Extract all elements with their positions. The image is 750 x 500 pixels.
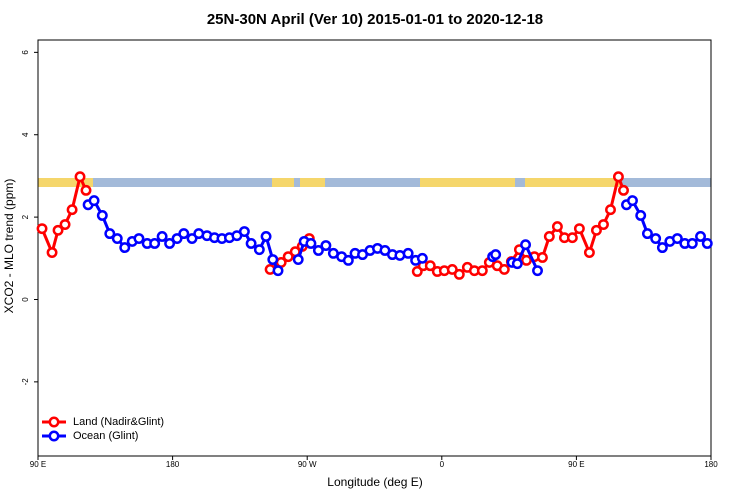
point bbox=[88, 195, 100, 207]
point bbox=[402, 247, 414, 259]
point bbox=[490, 249, 502, 261]
point bbox=[641, 228, 653, 240]
point bbox=[164, 238, 176, 249]
y-axis-label: XCO2 - MLO trend (ppm) bbox=[2, 179, 16, 314]
point bbox=[282, 251, 294, 263]
point bbox=[618, 184, 629, 196]
point bbox=[320, 240, 332, 251]
point bbox=[612, 171, 624, 183]
land-strip bbox=[272, 178, 294, 187]
point bbox=[701, 238, 713, 249]
point bbox=[272, 265, 284, 277]
x-axis-label: Longitude (deg E) bbox=[327, 475, 422, 489]
x-tick-label: 90 E bbox=[568, 460, 584, 469]
legend-marker bbox=[48, 430, 60, 442]
point bbox=[342, 254, 354, 266]
point bbox=[476, 265, 488, 277]
point bbox=[424, 260, 436, 272]
point bbox=[605, 204, 616, 216]
point bbox=[650, 233, 662, 244]
point bbox=[178, 228, 190, 240]
point bbox=[96, 210, 108, 221]
x-tick-label: 180 bbox=[166, 460, 180, 469]
point bbox=[80, 184, 92, 196]
point bbox=[498, 263, 510, 275]
point bbox=[260, 231, 272, 242]
point bbox=[532, 265, 543, 277]
point bbox=[46, 247, 58, 258]
point bbox=[551, 221, 563, 233]
point bbox=[36, 223, 48, 235]
point bbox=[149, 238, 161, 249]
point bbox=[671, 233, 683, 244]
y-tick-label: 2 bbox=[21, 214, 30, 219]
point bbox=[253, 244, 265, 256]
point bbox=[111, 233, 123, 244]
y-tick-label: 6 bbox=[21, 50, 30, 55]
point bbox=[453, 268, 465, 280]
legend-marker bbox=[48, 416, 60, 428]
point bbox=[238, 226, 250, 237]
point bbox=[66, 204, 78, 216]
point bbox=[511, 258, 523, 270]
point bbox=[543, 231, 555, 242]
land-strip bbox=[300, 178, 325, 187]
land-strip bbox=[38, 178, 93, 187]
legend-label: Ocean (Glint) bbox=[73, 430, 138, 442]
point bbox=[245, 238, 257, 249]
chart-title: 25N-30N April (Ver 10) 2015-01-01 to 202… bbox=[207, 11, 543, 28]
point bbox=[635, 210, 647, 221]
point bbox=[133, 233, 145, 244]
point bbox=[104, 228, 116, 240]
point bbox=[583, 247, 595, 258]
point bbox=[312, 245, 324, 256]
plot-frame bbox=[37, 39, 712, 457]
point bbox=[446, 263, 458, 275]
land-strip bbox=[420, 178, 515, 187]
x-tick-label: 180 bbox=[704, 460, 718, 469]
point bbox=[598, 219, 609, 230]
x-tick-label: 90 W bbox=[298, 460, 317, 469]
point bbox=[416, 252, 428, 264]
point bbox=[686, 238, 698, 249]
point bbox=[52, 224, 64, 236]
point bbox=[520, 239, 532, 251]
y-tick-label: 4 bbox=[21, 132, 30, 137]
point bbox=[119, 242, 131, 254]
point bbox=[566, 232, 578, 244]
point bbox=[590, 224, 602, 236]
x-tick-label: 0 bbox=[440, 460, 445, 469]
point bbox=[156, 231, 168, 242]
point bbox=[59, 219, 71, 230]
y-tick-label: 0 bbox=[21, 297, 30, 302]
point bbox=[292, 254, 304, 265]
land-strip bbox=[525, 178, 620, 187]
y-tick-label: -2 bbox=[21, 378, 30, 386]
map-strip bbox=[38, 178, 711, 187]
point bbox=[656, 242, 668, 254]
point bbox=[695, 231, 706, 242]
x-tick-label: 90 E bbox=[30, 460, 46, 469]
point bbox=[537, 252, 548, 263]
ocean-strip bbox=[38, 178, 711, 187]
legend-label: Land (Nadir&Glint) bbox=[73, 416, 164, 428]
point bbox=[267, 254, 279, 265]
point bbox=[74, 171, 86, 183]
point bbox=[305, 238, 317, 249]
point bbox=[573, 223, 585, 235]
point bbox=[627, 195, 638, 207]
